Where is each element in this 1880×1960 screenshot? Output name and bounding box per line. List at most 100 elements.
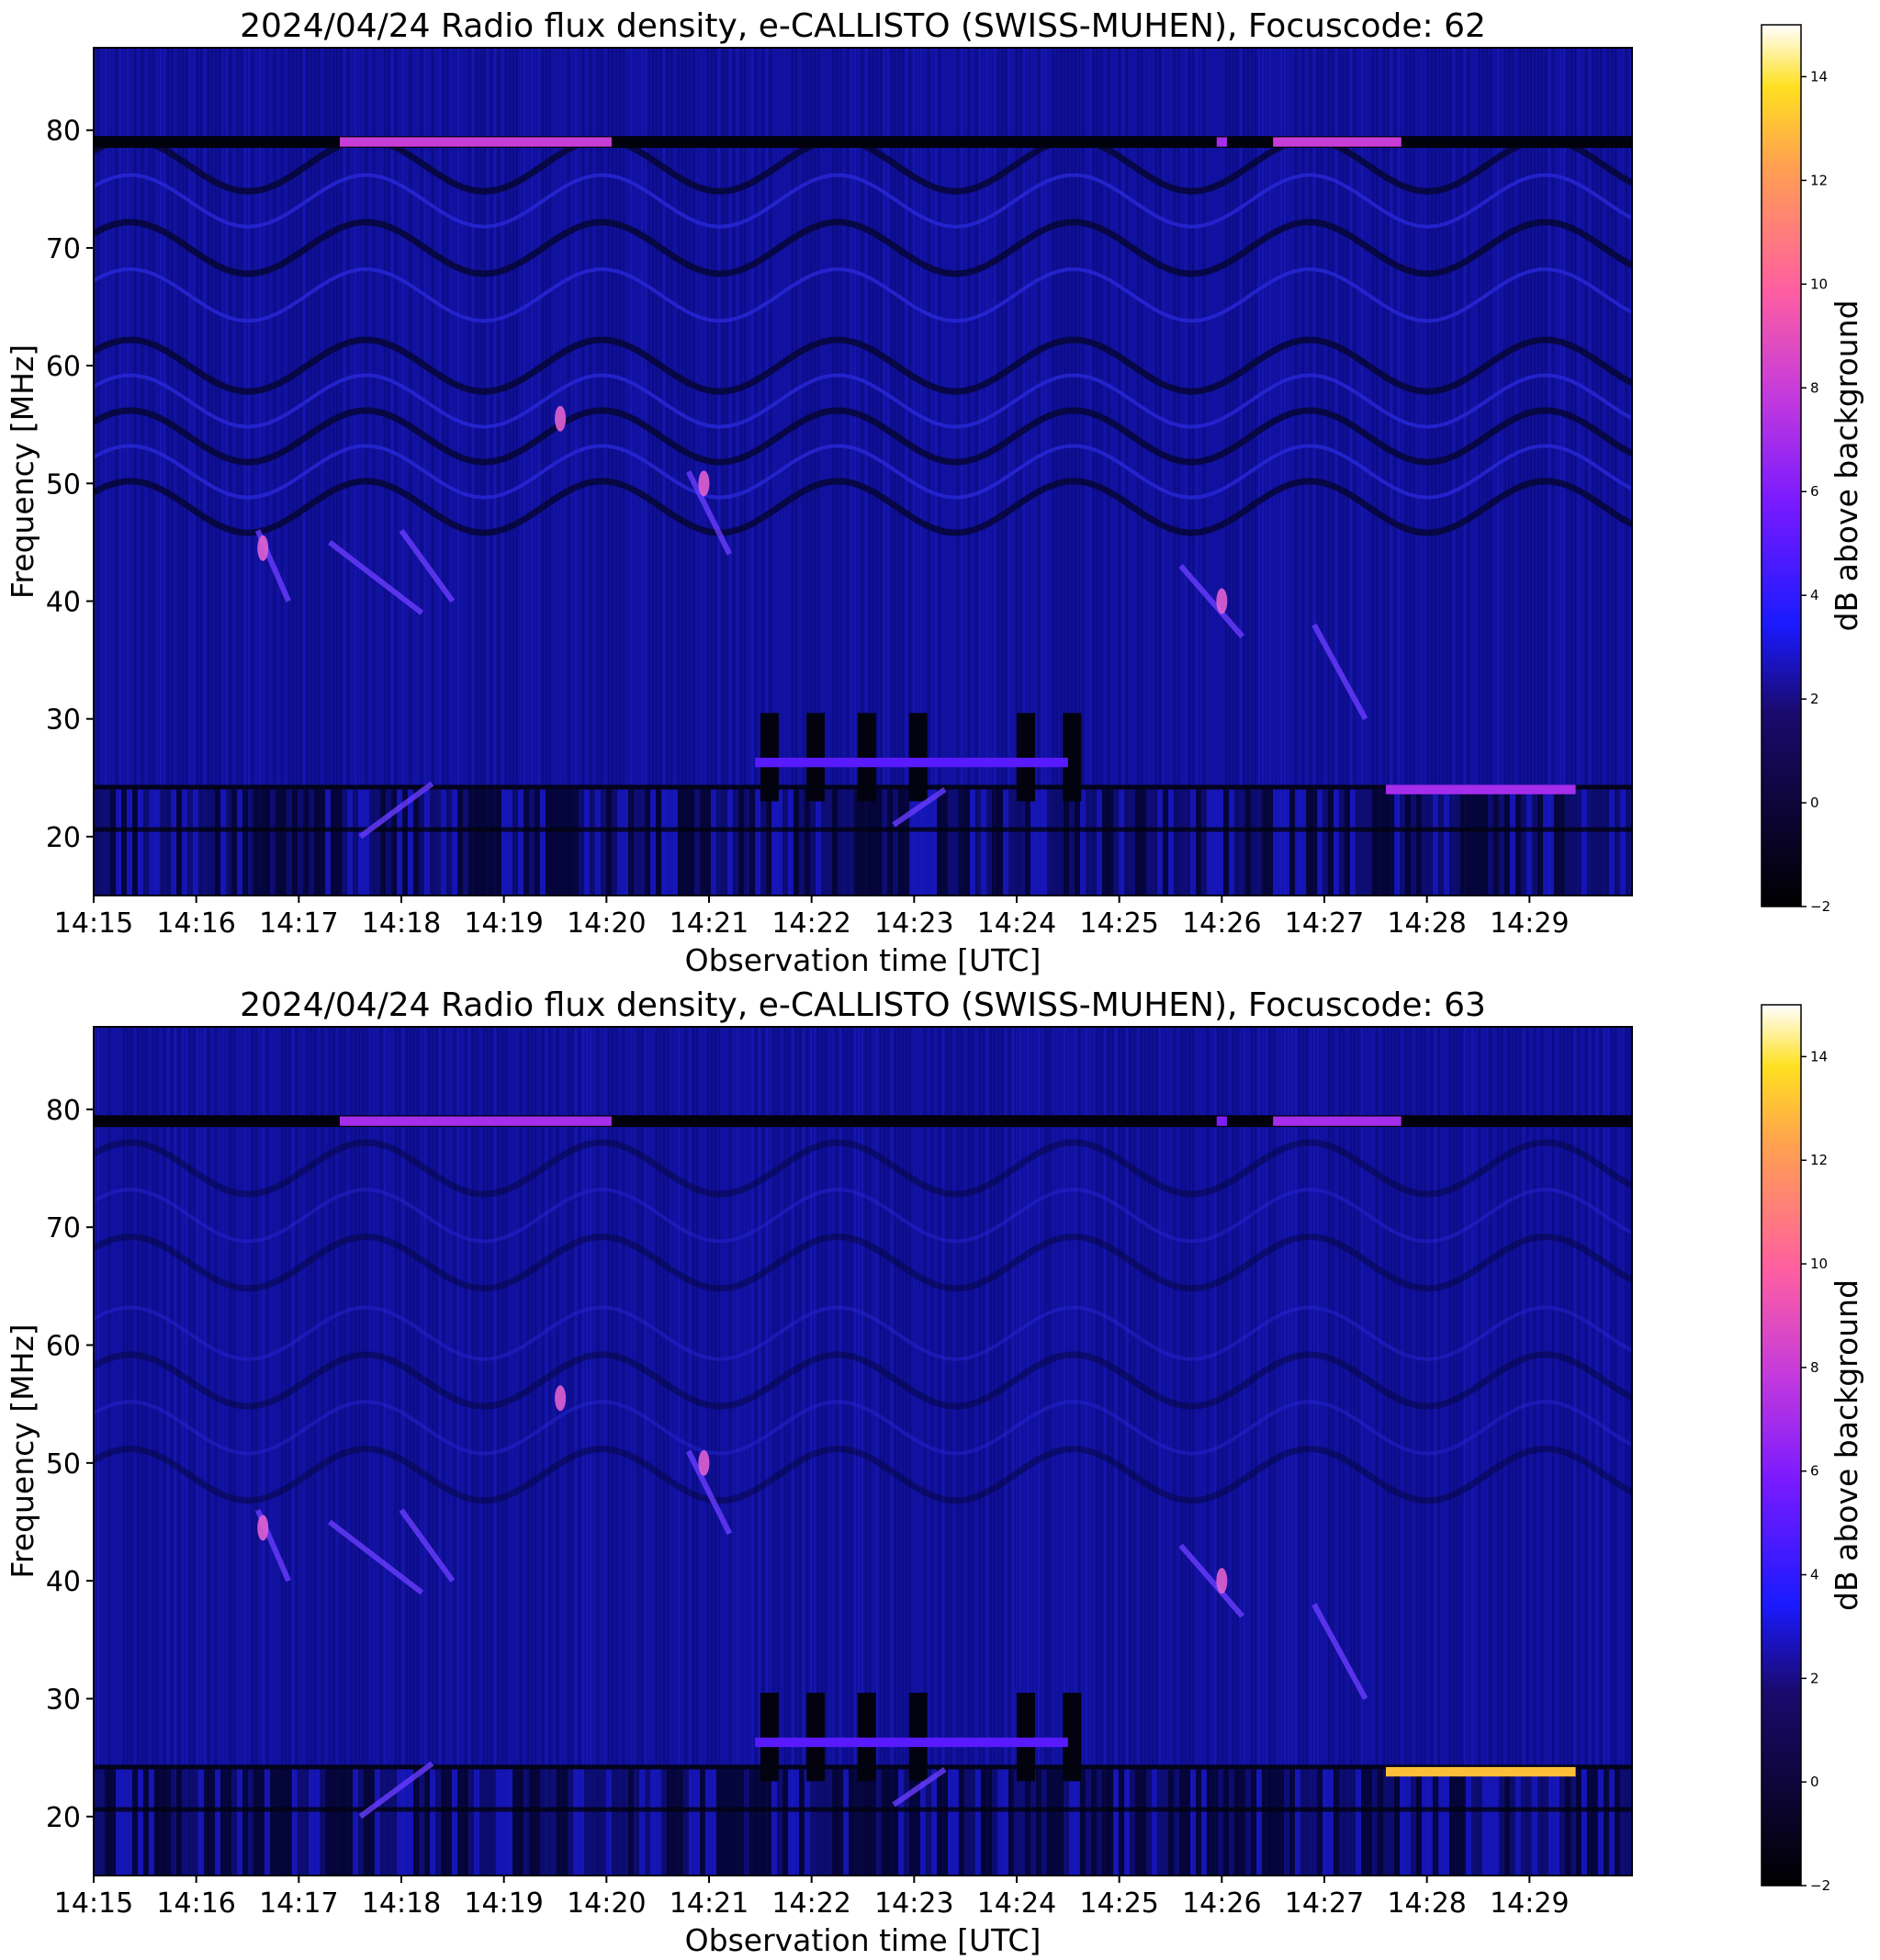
texture-streak xyxy=(1108,1027,1109,1876)
texture-streak xyxy=(887,1027,889,1876)
texture-streak xyxy=(1008,48,1010,896)
low-band-noise xyxy=(248,789,253,896)
low-band-noise xyxy=(369,789,375,896)
x-axis-label: Observation time [UTC] xyxy=(685,1922,1041,1958)
texture-streak xyxy=(1174,1027,1176,1876)
low-band-noise xyxy=(331,789,336,896)
texture-streak xyxy=(1578,1027,1580,1876)
texture-streak xyxy=(531,1027,533,1876)
gated-block xyxy=(760,713,779,802)
low-band-noise xyxy=(182,1769,187,1876)
texture-streak xyxy=(281,1027,283,1876)
texture-streak xyxy=(582,1027,584,1876)
texture-streak xyxy=(1582,1027,1583,1876)
low-band-noise xyxy=(353,789,358,896)
low-band-noise xyxy=(1367,1769,1372,1876)
low-band-noise xyxy=(512,789,518,896)
texture-streak xyxy=(1354,48,1356,896)
texture-streak xyxy=(1192,48,1194,896)
low-band-noise xyxy=(325,789,331,896)
x-tick-label: 14:20 xyxy=(567,907,646,940)
low-band-noise xyxy=(380,1769,386,1876)
texture-streak xyxy=(1159,1027,1161,1876)
low-band-noise xyxy=(1289,1769,1295,1876)
low-band-noise xyxy=(760,1769,766,1876)
texture-streak xyxy=(476,48,478,896)
low-band-noise xyxy=(1328,789,1334,896)
texture-streak xyxy=(604,48,606,896)
texture-streak xyxy=(1501,1027,1503,1876)
texture-streak xyxy=(1471,48,1473,896)
low-band-noise xyxy=(634,789,639,896)
low-band-noise xyxy=(865,789,871,896)
texture-streak xyxy=(1372,48,1374,896)
texture-streak xyxy=(1596,1027,1598,1876)
low-band-noise xyxy=(1284,1769,1289,1876)
texture-streak xyxy=(1229,1027,1231,1876)
low-band-noise xyxy=(1300,1769,1306,1876)
texture-streak xyxy=(876,48,878,896)
texture-streak xyxy=(997,1027,999,1876)
low-band-noise xyxy=(1240,789,1245,896)
low-band-noise xyxy=(276,1769,281,1876)
low-band-noise xyxy=(1383,1769,1389,1876)
texture-streak xyxy=(1082,48,1084,896)
texture-streak xyxy=(259,48,261,896)
texture-streak xyxy=(1629,48,1631,896)
low-band-noise xyxy=(1576,789,1582,896)
low-band-noise xyxy=(187,789,193,896)
texture-streak xyxy=(836,48,838,896)
texture-streak xyxy=(167,48,169,896)
low-band-noise xyxy=(1097,1769,1102,1876)
low-band-noise xyxy=(882,789,887,896)
low-band-noise xyxy=(198,789,204,896)
texture-streak xyxy=(1001,1027,1003,1876)
burst-feature xyxy=(399,528,456,603)
texture-streak xyxy=(410,48,411,896)
texture-streak xyxy=(1482,1027,1484,1876)
texture-streak xyxy=(902,1027,904,1876)
low-band-noise xyxy=(606,789,612,896)
texture-streak xyxy=(1288,48,1289,896)
y-tick-label: 70 xyxy=(46,233,81,265)
texture-streak xyxy=(377,1027,378,1876)
texture-streak xyxy=(428,1027,430,1876)
texture-streak xyxy=(1379,1027,1381,1876)
low-band-noise xyxy=(1075,1769,1080,1876)
wave-band xyxy=(94,173,1632,229)
texture-streak xyxy=(1280,48,1282,896)
low-band-noise xyxy=(1532,1769,1537,1876)
low-band-noise xyxy=(446,1769,452,1876)
texture-streak xyxy=(1328,1027,1330,1876)
texture-streak xyxy=(920,1027,922,1876)
burst-spot xyxy=(555,1385,567,1412)
texture-streak xyxy=(942,48,944,896)
texture-streak xyxy=(1141,48,1143,896)
low-band-noise xyxy=(149,789,154,896)
wave-band xyxy=(94,1305,1632,1361)
low-band-noise xyxy=(1234,789,1240,896)
low-band-noise xyxy=(375,1769,380,1876)
texture-streak xyxy=(336,1027,338,1876)
texture-streak xyxy=(579,1027,580,1876)
low-band-noise xyxy=(788,789,794,896)
low-band-noise xyxy=(771,1769,777,1876)
texture-streak xyxy=(597,48,599,896)
texture-streak xyxy=(208,48,209,896)
texture-streak xyxy=(108,1027,110,1876)
texture-streak xyxy=(105,1027,107,1876)
texture-streak xyxy=(1008,1027,1010,1876)
gated-block xyxy=(857,713,876,802)
low-band-noise xyxy=(1504,1769,1510,1876)
low-band-noise xyxy=(849,1769,854,1876)
texture-streak xyxy=(215,1027,217,1876)
texture-streak xyxy=(1299,1027,1300,1876)
low-band-noise xyxy=(893,789,898,896)
texture-streak xyxy=(1585,1027,1587,1876)
low-band-noise xyxy=(1146,1769,1152,1876)
texture-streak xyxy=(1504,48,1506,896)
texture-streak xyxy=(564,1027,566,1876)
texture-streak xyxy=(1049,1027,1051,1876)
texture-streak xyxy=(538,48,540,896)
low-band-noise xyxy=(1537,1769,1543,1876)
